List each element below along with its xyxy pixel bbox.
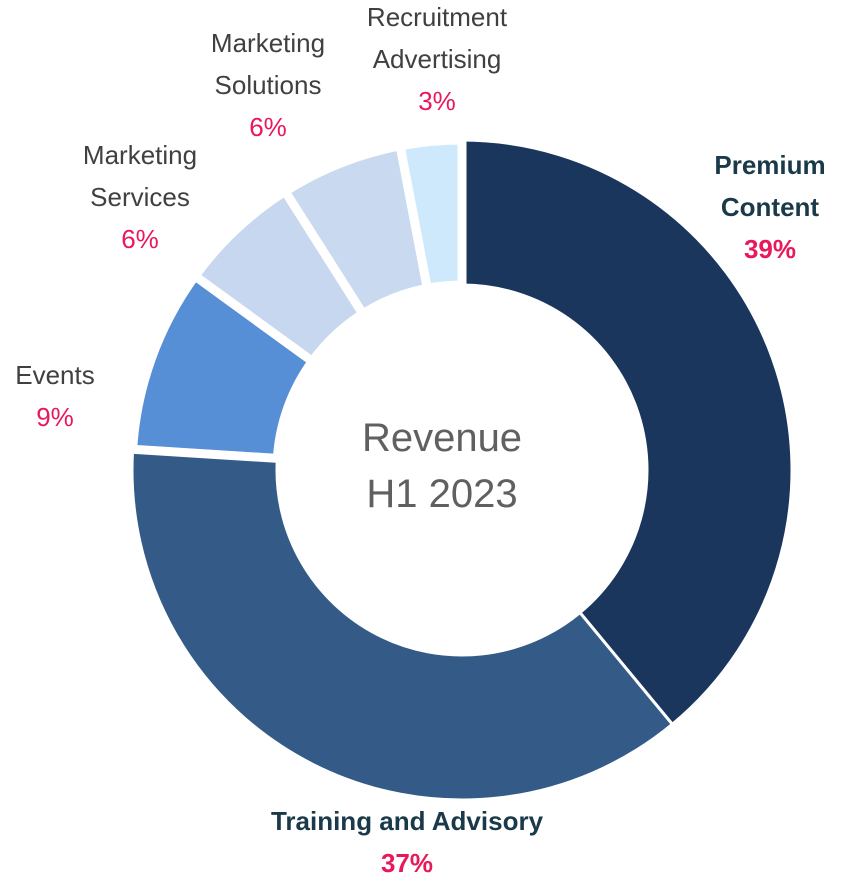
slice-label: Training and Advisory 37% xyxy=(207,800,607,883)
center-label: Revenue H1 2023 xyxy=(361,416,523,516)
value-label: 37% xyxy=(380,848,434,878)
value-label: 6% xyxy=(121,224,159,254)
value-label: 39% xyxy=(743,234,797,264)
category-label: Premium Content xyxy=(714,150,826,222)
category-label: Marketing Services xyxy=(82,140,198,212)
slice xyxy=(130,447,675,802)
category-label: Marketing Solutions xyxy=(210,28,326,100)
slice-label: Marketing Solutions 6% xyxy=(188,22,348,148)
category-label: Recruitment Advertising xyxy=(366,2,508,74)
slice-label: Recruitment Advertising 3% xyxy=(347,0,527,122)
slice xyxy=(394,135,467,294)
value-label: 3% xyxy=(418,86,456,116)
value-label: 6% xyxy=(249,112,287,142)
slice-label: Premium Content 39% xyxy=(690,144,846,270)
value-label: 9% xyxy=(36,402,74,432)
slice-label: Events 9% xyxy=(5,354,105,438)
category-label: Training and Advisory xyxy=(270,806,544,836)
slice-label: Marketing Services 6% xyxy=(60,134,220,260)
category-label: Events xyxy=(15,360,95,390)
slice xyxy=(460,138,794,727)
